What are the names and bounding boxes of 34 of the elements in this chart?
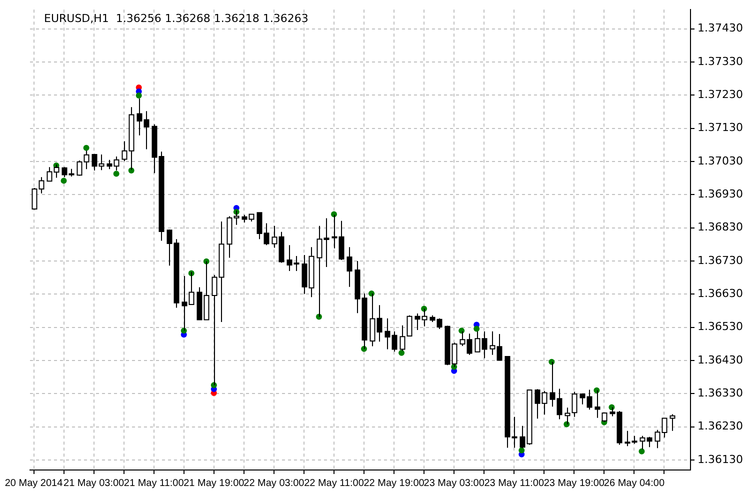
x-tick-label: 23 May 11:00 <box>484 478 544 489</box>
x-tick-label: 22 May 19:00 <box>364 478 425 489</box>
y-tick-label: 1.36730 <box>698 254 744 267</box>
x-tick-label: 21 May 11:00 <box>124 478 184 489</box>
point <box>113 170 120 177</box>
point <box>638 448 645 454</box>
y-tick-label: 1.37030 <box>698 154 744 168</box>
point <box>60 178 67 184</box>
y-tick-label: 1.37330 <box>698 54 744 68</box>
y-tick-label: 1.37130 <box>698 121 744 134</box>
x-tick-label: 23 May 19:00 <box>544 478 605 489</box>
chart-title: EURUSD,H1 1.36256 1.36268 1.36218 1.36263 <box>44 12 308 25</box>
x-tick-label: 22 May 03:00 <box>244 478 305 489</box>
y-tick-label: 1.37430 <box>698 22 744 35</box>
y-tick-label: 1.37230 <box>698 88 744 102</box>
point <box>83 144 90 151</box>
y-tick-label: 1.36830 <box>698 220 744 234</box>
x-tick-label: 21 May 03:00 <box>63 478 125 489</box>
y-tick-label: 1.36430 <box>698 353 744 366</box>
y-tick-label: 1.36930 <box>698 188 744 201</box>
x-tick-label: 21 May 19:00 <box>184 478 245 489</box>
y-tick-label: 1.36330 <box>698 386 744 400</box>
x-tick-label: 23 May 03:00 <box>424 478 485 489</box>
y-tick-label: 1.36530 <box>698 320 744 334</box>
x-tick-label: 20 May 2014 <box>4 478 64 489</box>
x-tick-label: 26 May 04:00 <box>604 478 665 489</box>
x-tick-label: 22 May 11:00 <box>304 478 364 489</box>
point <box>474 326 480 332</box>
point <box>398 350 405 356</box>
point <box>136 92 142 99</box>
y-tick-label: 1.36230 <box>698 420 744 433</box>
point <box>518 447 525 454</box>
y-tick-label: 1.36630 <box>698 287 744 300</box>
y-tick-label: 1.36130 <box>698 452 744 466</box>
